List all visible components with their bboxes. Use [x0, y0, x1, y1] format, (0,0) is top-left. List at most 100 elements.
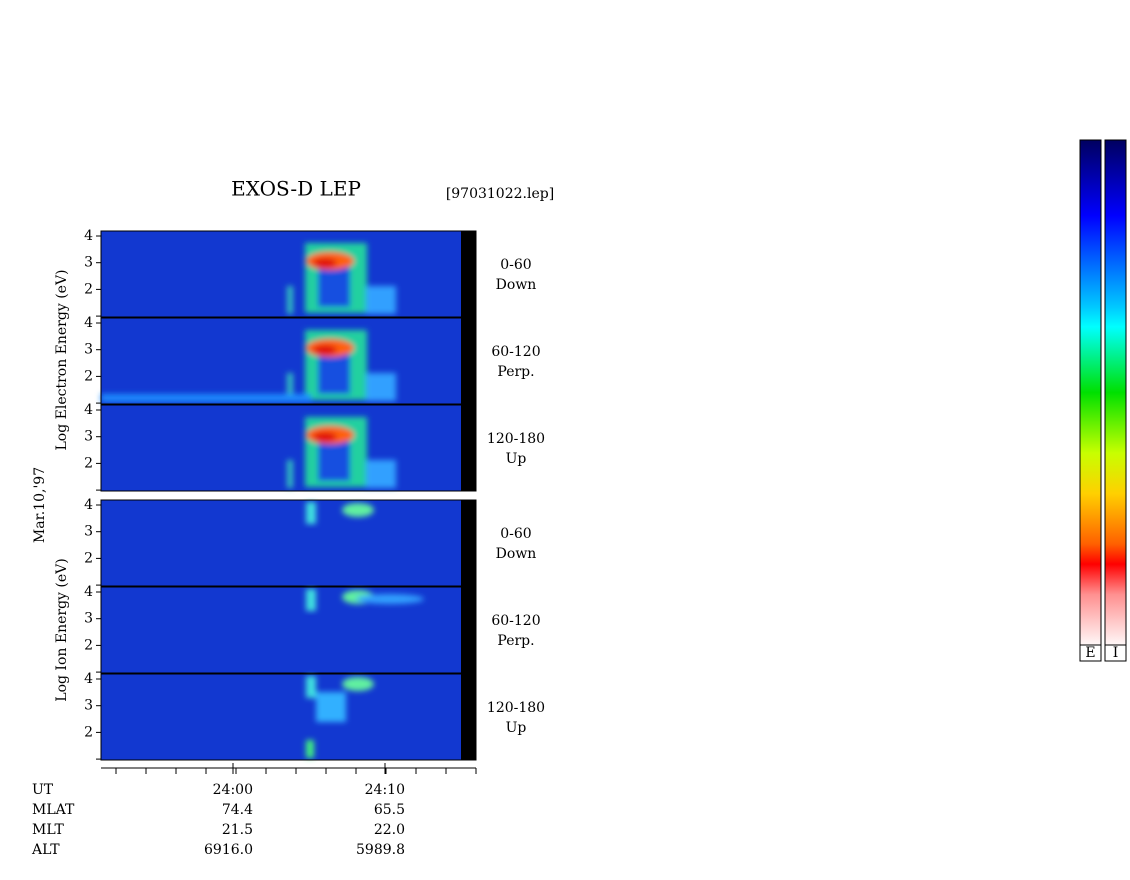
y-tick-label: 2 [84, 724, 93, 740]
y-tick-label: 2 [84, 368, 93, 384]
y-tick-label: 3 [84, 524, 93, 540]
spectrogram-background [101, 500, 461, 586]
pitch-range: 120-180 [487, 700, 545, 716]
pitch-range: 0-60 [500, 257, 531, 273]
pitch-direction: Up [506, 451, 527, 467]
spectrogram-features [306, 502, 374, 524]
y-tick-label: 3 [84, 255, 93, 271]
data-gap [461, 587, 476, 673]
pitch-direction: Perp. [497, 633, 534, 649]
ephemeris-value: 24:00 [213, 782, 253, 798]
feature [318, 354, 350, 394]
panel-frame [100, 404, 477, 492]
ephemeris-value: 5989.8 [356, 842, 405, 858]
spectrogram-background [101, 318, 461, 404]
title: EXOS-D LEP [231, 177, 361, 201]
spectrogram-panel: 4 3 2 120-180 Up [84, 671, 545, 761]
feature [306, 589, 316, 611]
pitch-direction: Perp. [497, 364, 534, 380]
panel-frame [100, 586, 477, 674]
spectrogram-background [101, 231, 461, 317]
feature [306, 502, 316, 524]
feature [306, 676, 316, 698]
panel-frame [100, 673, 477, 761]
ephemeris-value: 21.5 [222, 822, 253, 838]
y-tick-label: 4 [84, 671, 93, 687]
feature [366, 373, 396, 401]
feature [313, 345, 337, 355]
file-name: [97031022.lep] [446, 186, 554, 202]
feature [287, 460, 293, 488]
pitch-direction: Down [496, 277, 537, 293]
pitch-range: 60-120 [491, 344, 540, 360]
spectrogram-background [101, 674, 461, 760]
ephemeris-value: 22.0 [374, 822, 405, 838]
y-tick-label: 4 [84, 315, 93, 331]
feature [318, 267, 350, 307]
colorbar-label: E [1085, 645, 1095, 661]
y-tick-label: 3 [84, 611, 93, 627]
feature [313, 258, 337, 268]
pitch-range: 60-120 [491, 613, 540, 629]
panel-frame [100, 499, 477, 587]
spectrogram-features [101, 330, 396, 402]
y-tick-label: 2 [84, 550, 93, 566]
panel-frame [100, 230, 477, 318]
pitch-range: 0-60 [500, 526, 531, 542]
spectrogram-panel: 4 3 2 60-120 Perp. [84, 584, 541, 674]
ephemeris-value: 74.4 [222, 802, 253, 818]
data-gap [461, 231, 476, 317]
spectrogram-features [287, 417, 396, 488]
panel-frame [100, 317, 477, 405]
spectrogram-panel: 4 3 2 120-180 Up [84, 402, 545, 492]
colorbar-label-box [1079, 644, 1102, 662]
y-tick-label: 3 [84, 698, 93, 714]
y-tick-label: 4 [84, 228, 93, 244]
colorbar-label: I [1113, 645, 1119, 661]
y-tick-label: 3 [84, 342, 93, 358]
ion-axis-label: Log Ion Energy (eV) [54, 558, 70, 701]
ephemeris-value: 24:10 [365, 782, 405, 798]
feature [316, 692, 346, 722]
colorbar [1104, 139, 1127, 646]
spectrogram-background [101, 405, 461, 491]
data-gap [461, 500, 476, 586]
spectrogram-features [306, 589, 424, 611]
date: Mar.10,'97 [32, 467, 48, 543]
data-gap [461, 318, 476, 404]
feature [313, 432, 337, 442]
feature [366, 286, 396, 314]
pitch-direction: Down [496, 546, 537, 562]
spectrogram-panel: 4 3 2 0-60 Down [84, 228, 537, 318]
y-tick-label: 4 [84, 584, 93, 600]
feature [356, 594, 424, 604]
ephemeris-value: 65.5 [374, 802, 405, 818]
feature [287, 286, 293, 314]
feature [287, 373, 293, 401]
electron-axis-label: Log Electron Energy (eV) [54, 269, 70, 450]
y-tick-label: 2 [84, 281, 93, 297]
spectrogram-features [287, 243, 396, 314]
y-tick-label: 2 [84, 637, 93, 653]
feature [366, 460, 396, 488]
feature [342, 677, 374, 691]
spectrogram-panel: 4 3 2 60-120 Perp. [84, 315, 541, 405]
data-gap [461, 674, 476, 760]
ephemeris-name: ALT [31, 842, 60, 858]
feature [306, 740, 314, 758]
y-tick-label: 4 [84, 497, 93, 513]
ephemeris-name: MLAT [32, 802, 75, 818]
y-tick-label: 3 [84, 429, 93, 445]
ephemeris-value: 6916.0 [204, 842, 253, 858]
spectrogram-features [306, 676, 374, 758]
y-tick-label: 4 [84, 402, 93, 418]
ephemeris-name: MLT [32, 822, 64, 838]
pitch-range: 120-180 [487, 431, 545, 447]
ephemeris-name: UT [32, 782, 54, 798]
pitch-direction: Up [506, 720, 527, 736]
colorbar-label-box [1104, 644, 1127, 662]
feature [318, 441, 350, 481]
feature [342, 503, 374, 517]
